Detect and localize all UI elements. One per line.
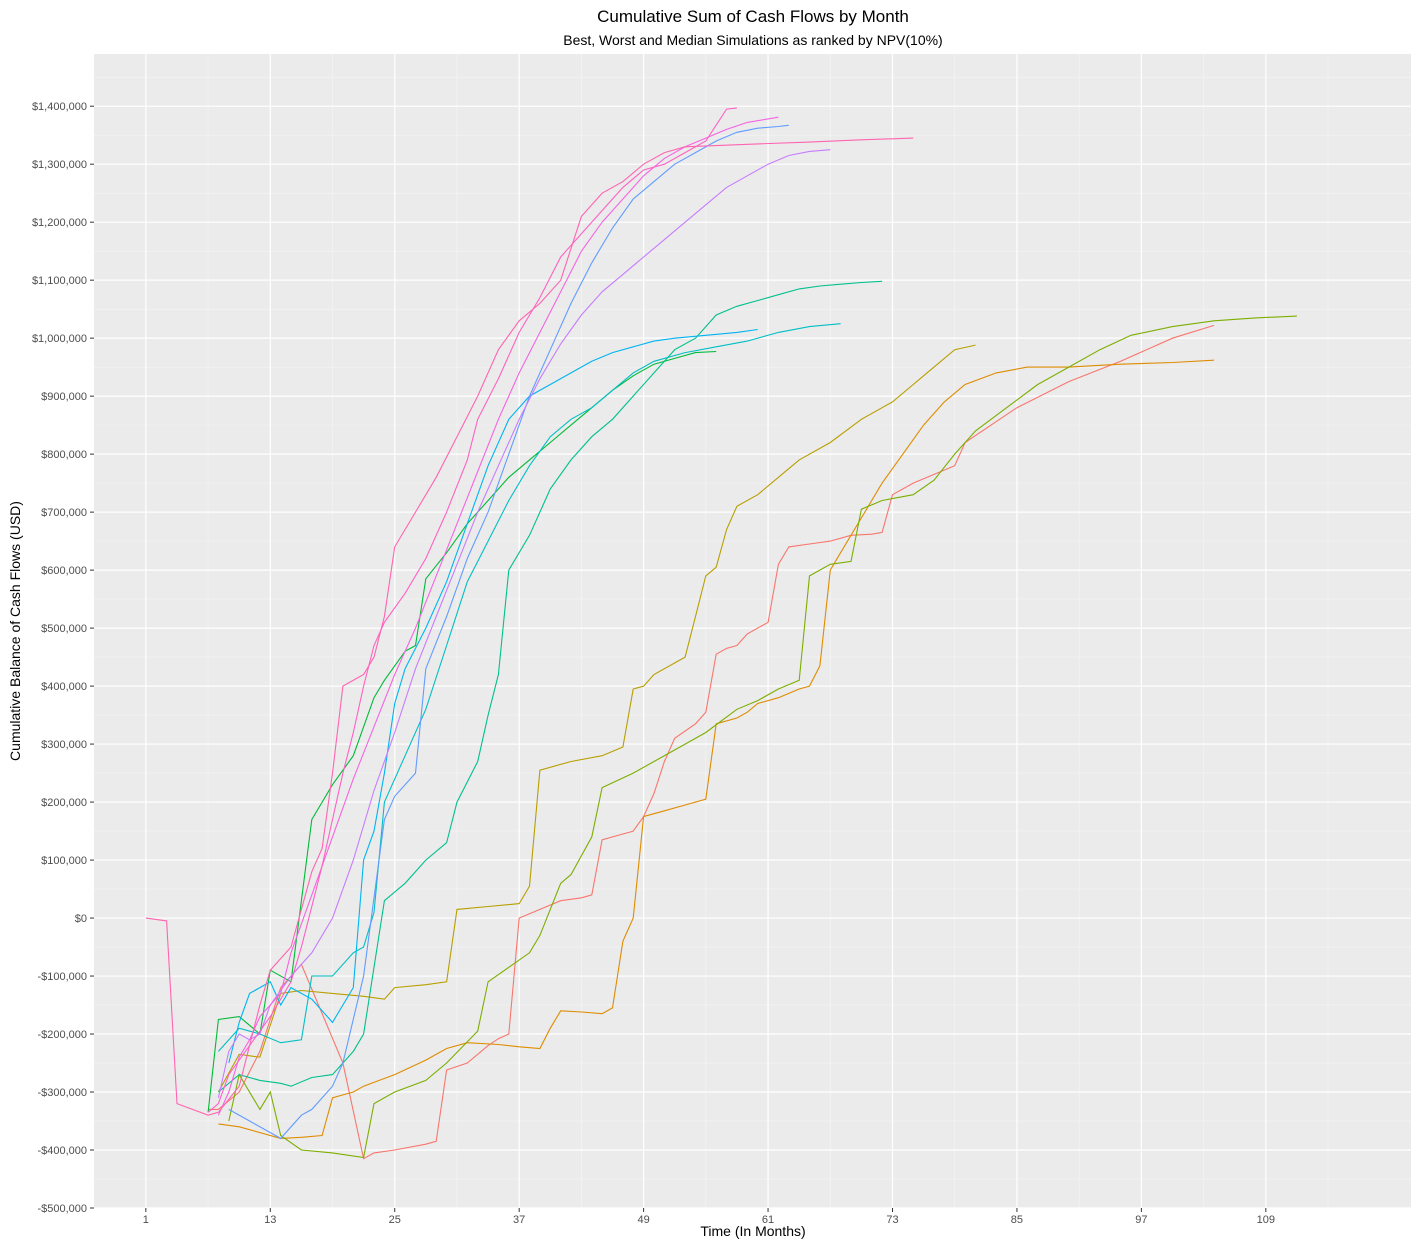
chart-subtitle: Best, Worst and Median Simulations as ra… [563,32,942,48]
x-tick-label: 97 [1135,1214,1147,1226]
y-tick-label: -$500,000 [37,1203,87,1215]
x-axis: 1 13 25 37 49 61 73 85 97 109 [143,1208,1275,1226]
y-axis-title: Cumulative Balance of Cash Flows (USD) [7,501,23,761]
series-line-8 [228,328,758,1064]
series-line-7 [217,323,841,1052]
y-tick-label: -$300,000 [37,1087,87,1099]
y-tick-label: $400,000 [41,681,87,693]
x-tick-label: 73 [886,1214,898,1226]
series-lines [145,107,1297,1160]
y-tick-label: $900,000 [41,391,87,403]
y-tick-label: $300,000 [41,739,87,751]
y-tick-label: $600,000 [41,565,87,577]
y-tick-label: $1,100,000 [32,275,87,287]
y-axis: -$500,000 -$400,000 -$300,000 -$200,000 -$10… [32,101,94,1215]
series-line-9 [228,124,789,1140]
x-tick-label: 49 [637,1214,649,1226]
y-tick-label: -$100,000 [37,971,87,983]
series-line-1 [208,324,1215,1160]
series-line-10 [217,149,831,1098]
y-tick-label: $700,000 [41,507,87,519]
y-tick-label: $1,400,000 [32,101,87,113]
y-tick-label: $1,000,000 [32,333,87,345]
x-tick-label: 1 [143,1214,149,1226]
x-axis-title: Time (In Months) [700,1223,805,1239]
y-tick-label: $500,000 [41,623,87,635]
series-line-13 [207,107,737,1113]
y-tick-label: -$200,000 [37,1029,87,1041]
x-tick-label: 85 [1011,1214,1023,1226]
series-line-6 [218,280,883,1093]
series-line-5 [207,350,717,1113]
series-line-4 [228,315,1297,1159]
y-tick-label: $100,000 [41,855,87,867]
series-line-3 [217,344,976,1093]
y-tick-label: $1,200,000 [32,217,87,229]
x-tick-label: 37 [513,1214,525,1226]
x-tick-label: 61 [762,1214,774,1226]
x-tick-label: 13 [264,1214,276,1226]
grid [94,54,1411,1209]
series-line-2 [218,359,1215,1139]
x-tick-label: 25 [389,1214,401,1226]
chart-title: Cumulative Sum of Cash Flows by Month [597,7,909,26]
x-tick-label: 109 [1257,1214,1275,1226]
y-tick-label: $1,300,000 [32,159,87,171]
y-tick-label: $200,000 [41,797,87,809]
y-tick-label: $800,000 [41,449,87,461]
y-tick-label: $0 [75,913,87,925]
series-line-12 [145,137,914,1116]
y-tick-label: -$400,000 [37,1145,87,1157]
